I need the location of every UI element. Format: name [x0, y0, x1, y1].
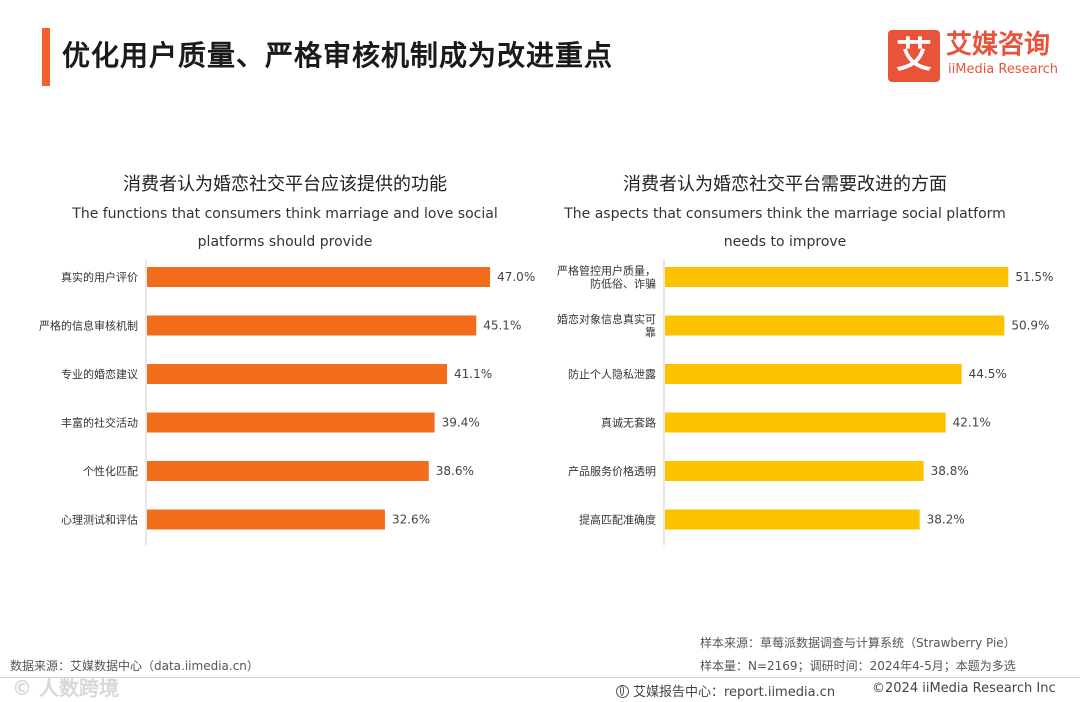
right-category-label-4: 产品服务价格透明	[568, 464, 656, 478]
page-title: 优化用户质量、严格审核机制成为改进重点	[62, 39, 614, 72]
left-value-label-1: 45.1%	[483, 319, 521, 333]
left-category-label-2: 专业的婚恋建议	[61, 367, 138, 381]
right-bar-5	[665, 509, 920, 530]
right-value-label-2: 44.5%	[969, 367, 1007, 381]
right-bar-0	[665, 267, 1009, 287]
right-category-label-5: 提高匹配准确度	[579, 513, 656, 527]
logo-mark-icon: 艾	[888, 30, 940, 82]
footer-divider	[0, 677, 1080, 678]
left-category-label-1: 严格的信息审核机制	[39, 319, 138, 333]
left-bar-3	[147, 412, 435, 433]
right-value-label-1: 50.9%	[1011, 319, 1049, 333]
right-value-label-0: 51.5%	[1015, 270, 1053, 284]
left-bar-chart: 47.0% 真实的用户评价 45.1% 严格的信息审核机制 41.1% 专业的婚恋建议 39…	[39, 259, 535, 546]
sample-size: 样本量：N=2169；调研时间：2024年4-5月；本题为多选	[700, 659, 1016, 673]
copyright: ©2024 iiMedia Research Inc	[872, 681, 1056, 696]
left-category-label-3: 丰富的社交活动	[61, 416, 138, 430]
report-center-link[interactable]: 艾媒报告中心：report.iimedia.cn	[616, 681, 835, 700]
left-category-label-0: 真实的用户评价	[61, 270, 138, 284]
logo-cn-text: 艾媒咨询	[946, 30, 1051, 60]
left-chart-title: 消费者认为婚恋社交平台应该提供的功能	[123, 174, 447, 195]
title-accent-bar	[42, 28, 50, 86]
watermark: © 人数跨境	[12, 676, 119, 700]
right-category-label-3: 真诚无套路	[601, 416, 656, 430]
left-category-label-4: 个性化匹配	[83, 464, 138, 478]
right-category-label-2: 防止个人隐私泄露	[568, 367, 656, 381]
iimedia-logo: 艾 艾媒咨询 iiMedia Research	[888, 30, 1060, 82]
left-value-label-2: 41.1%	[454, 367, 492, 381]
left-bar-4	[147, 461, 429, 481]
right-bar-chart: 51.5% 严格管控用户质量，防低俗、诈骗 50.9% 婚恋对象信息真实可靠 44.5%…	[557, 259, 1053, 546]
globe-icon	[616, 685, 629, 698]
left-category-label-5: 心理测试和评估	[61, 514, 138, 527]
left-value-label-5: 32.6%	[392, 513, 430, 527]
right-chart-subtitle: The aspects that consumers think the mar…	[564, 206, 1006, 250]
right-bar-2	[665, 364, 962, 384]
left-bar-2	[147, 364, 448, 384]
report-center-text: 艾媒报告中心：report.iimedia.cn	[633, 685, 836, 700]
right-bar-4	[665, 461, 924, 481]
left-bar-0	[147, 267, 491, 287]
data-source: 数据来源：艾媒数据中心（data.iimedia.cn）	[10, 659, 259, 673]
sample-source: 样本来源：草莓派数据调查与计算系统（Strawberry Pie）	[700, 636, 1016, 650]
left-bar-1	[147, 315, 477, 336]
right-category-label-1: 婚恋对象信息真实可靠	[557, 312, 656, 339]
left-chart-subtitle: The functions that consumers think marri…	[72, 206, 498, 250]
right-bar-1	[665, 315, 1005, 336]
left-value-label-4: 38.6%	[436, 464, 474, 478]
left-value-label-3: 39.4%	[442, 416, 480, 430]
right-value-label-5: 38.2%	[927, 513, 965, 527]
right-bar-3	[665, 412, 946, 433]
right-category-label-0: 严格管控用户质量，防低俗、诈骗	[557, 264, 656, 291]
right-value-label-4: 38.8%	[931, 464, 969, 478]
logo-en-text: iiMedia Research	[948, 62, 1059, 77]
left-value-label-0: 47.0%	[497, 270, 535, 284]
right-value-label-3: 42.1%	[953, 416, 991, 430]
right-chart-title: 消费者认为婚恋社交平台需要改进的方面	[623, 174, 947, 195]
left-bar-5	[147, 509, 385, 530]
